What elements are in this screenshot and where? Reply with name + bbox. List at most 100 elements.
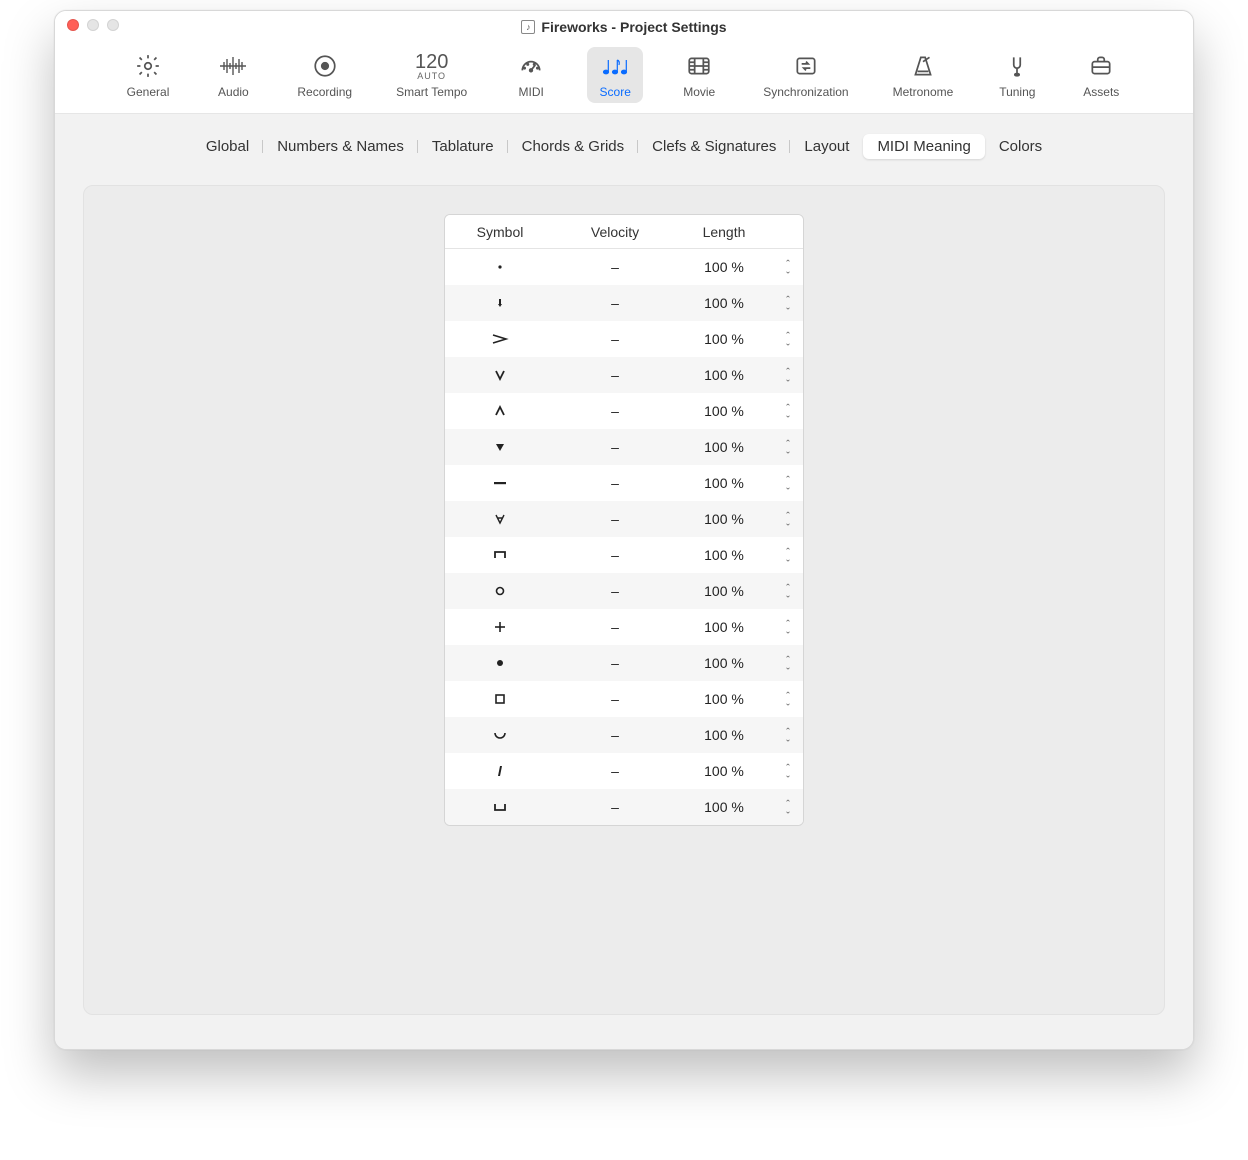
length-stepper[interactable]: ⌃⌄ [781, 656, 795, 671]
close-button[interactable] [67, 19, 79, 31]
toolbar-tuning[interactable]: Tuning [989, 47, 1045, 103]
chevron-up-icon[interactable]: ⌃ [781, 368, 795, 375]
subtab-layout[interactable]: Layout [790, 134, 863, 159]
subtab-colors[interactable]: Colors [985, 134, 1056, 159]
length-stepper[interactable]: ⌃⌄ [781, 512, 795, 527]
length-stepper[interactable]: ⌃⌄ [781, 692, 795, 707]
length-stepper[interactable]: ⌃⌄ [781, 332, 795, 347]
toolbar-score[interactable]: Score [587, 47, 643, 103]
toolbar-general[interactable]: General [119, 47, 178, 103]
velocity-value[interactable]: – [555, 403, 675, 419]
chevron-up-icon[interactable]: ⌃ [781, 584, 795, 591]
toolbar-metronome[interactable]: Metronome [885, 47, 962, 103]
toolbar-assets[interactable]: Assets [1073, 47, 1129, 103]
chevron-down-icon[interactable]: ⌄ [781, 808, 795, 815]
length-stepper[interactable]: ⌃⌄ [781, 368, 795, 383]
chevron-down-icon[interactable]: ⌄ [781, 448, 795, 455]
chevron-up-icon[interactable]: ⌃ [781, 800, 795, 807]
velocity-value[interactable]: – [555, 331, 675, 347]
chevron-up-icon[interactable]: ⌃ [781, 296, 795, 303]
velocity-value[interactable]: – [555, 367, 675, 383]
chevron-up-icon[interactable]: ⌃ [781, 404, 795, 411]
table-row[interactable]: –100 %⌃⌄ [445, 681, 803, 717]
velocity-value[interactable]: – [555, 511, 675, 527]
table-row[interactable]: –100 %⌃⌄ [445, 609, 803, 645]
chevron-down-icon[interactable]: ⌄ [781, 592, 795, 599]
chevron-up-icon[interactable]: ⌃ [781, 692, 795, 699]
table-row[interactable]: –100 %⌃⌄ [445, 285, 803, 321]
chevron-down-icon[interactable]: ⌄ [781, 412, 795, 419]
maximize-button[interactable] [107, 19, 119, 31]
chevron-up-icon[interactable]: ⌃ [781, 656, 795, 663]
velocity-value[interactable]: – [555, 691, 675, 707]
table-row[interactable]: –100 %⌃⌄ [445, 645, 803, 681]
chevron-down-icon[interactable]: ⌄ [781, 484, 795, 491]
length-stepper[interactable]: ⌃⌄ [781, 620, 795, 635]
length-stepper[interactable]: ⌃⌄ [781, 548, 795, 563]
chevron-up-icon[interactable]: ⌃ [781, 512, 795, 519]
velocity-value[interactable]: – [555, 799, 675, 815]
table-row[interactable]: –100 %⌃⌄ [445, 573, 803, 609]
chevron-up-icon[interactable]: ⌃ [781, 260, 795, 267]
chevron-down-icon[interactable]: ⌄ [781, 700, 795, 707]
length-stepper[interactable]: ⌃⌄ [781, 728, 795, 743]
toolbar-midi[interactable]: MIDI [503, 47, 559, 103]
subtab-tablature[interactable]: Tablature [418, 134, 508, 159]
velocity-value[interactable]: – [555, 295, 675, 311]
table-row[interactable]: –100 %⌃⌄ [445, 717, 803, 753]
table-row[interactable]: –100 %⌃⌄ [445, 753, 803, 789]
subtab-clefs-signatures[interactable]: Clefs & Signatures [638, 134, 790, 159]
table-row[interactable]: –100 %⌃⌄ [445, 537, 803, 573]
table-row[interactable]: –100 %⌃⌄ [445, 321, 803, 357]
toolbar-sync[interactable]: Synchronization [755, 47, 856, 103]
chevron-down-icon[interactable]: ⌄ [781, 340, 795, 347]
toolbar-movie[interactable]: Movie [671, 47, 727, 103]
chevron-down-icon[interactable]: ⌄ [781, 772, 795, 779]
chevron-down-icon[interactable]: ⌄ [781, 520, 795, 527]
chevron-down-icon[interactable]: ⌄ [781, 304, 795, 311]
table-row[interactable]: –100 %⌃⌄ [445, 429, 803, 465]
chevron-up-icon[interactable]: ⌃ [781, 728, 795, 735]
length-stepper[interactable]: ⌃⌄ [781, 764, 795, 779]
velocity-value[interactable]: – [555, 439, 675, 455]
velocity-value[interactable]: – [555, 259, 675, 275]
subtab-numbers-names[interactable]: Numbers & Names [263, 134, 418, 159]
table-row[interactable]: –100 %⌃⌄ [445, 393, 803, 429]
chevron-down-icon[interactable]: ⌄ [781, 556, 795, 563]
velocity-value[interactable]: – [555, 547, 675, 563]
table-row[interactable]: –100 %⌃⌄ [445, 789, 803, 825]
length-stepper[interactable]: ⌃⌄ [781, 260, 795, 275]
chevron-down-icon[interactable]: ⌄ [781, 664, 795, 671]
velocity-value[interactable]: – [555, 619, 675, 635]
chevron-up-icon[interactable]: ⌃ [781, 620, 795, 627]
chevron-down-icon[interactable]: ⌄ [781, 628, 795, 635]
minimize-button[interactable] [87, 19, 99, 31]
length-stepper[interactable]: ⌃⌄ [781, 440, 795, 455]
toolbar-audio[interactable]: Audio [205, 47, 261, 103]
velocity-value[interactable]: – [555, 655, 675, 671]
length-stepper[interactable]: ⌃⌄ [781, 584, 795, 599]
length-stepper[interactable]: ⌃⌄ [781, 404, 795, 419]
chevron-up-icon[interactable]: ⌃ [781, 332, 795, 339]
chevron-down-icon[interactable]: ⌄ [781, 376, 795, 383]
chevron-down-icon[interactable]: ⌄ [781, 736, 795, 743]
chevron-up-icon[interactable]: ⌃ [781, 548, 795, 555]
chevron-up-icon[interactable]: ⌃ [781, 440, 795, 447]
chevron-up-icon[interactable]: ⌃ [781, 764, 795, 771]
table-row[interactable]: –100 %⌃⌄ [445, 249, 803, 285]
table-row[interactable]: –100 %⌃⌄ [445, 465, 803, 501]
velocity-value[interactable]: – [555, 727, 675, 743]
length-stepper[interactable]: ⌃⌄ [781, 476, 795, 491]
subtab-midi-meaning[interactable]: MIDI Meaning [863, 134, 984, 159]
subtab-global[interactable]: Global [192, 134, 263, 159]
chevron-down-icon[interactable]: ⌄ [781, 268, 795, 275]
toolbar-recording[interactable]: Recording [289, 47, 360, 103]
table-row[interactable]: –100 %⌃⌄ [445, 357, 803, 393]
chevron-up-icon[interactable]: ⌃ [781, 476, 795, 483]
velocity-value[interactable]: – [555, 475, 675, 491]
length-stepper[interactable]: ⌃⌄ [781, 296, 795, 311]
toolbar-smarttempo[interactable]: 120AUTOSmart Tempo [388, 47, 475, 103]
velocity-value[interactable]: – [555, 583, 675, 599]
table-row[interactable]: –100 %⌃⌄ [445, 501, 803, 537]
length-stepper[interactable]: ⌃⌄ [781, 800, 795, 815]
